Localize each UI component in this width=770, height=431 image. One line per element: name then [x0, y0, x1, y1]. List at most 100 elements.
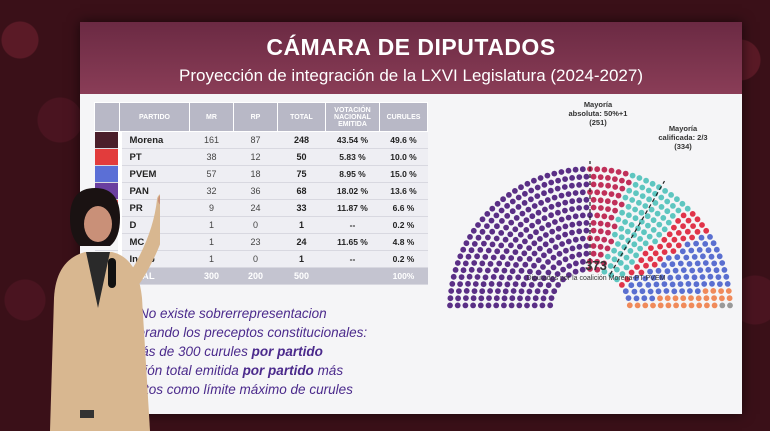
seat-dot-pt [612, 176, 618, 182]
seat-dot-pvem [633, 252, 639, 259]
seat-dot-morena [485, 234, 491, 241]
seat-dot-pt [597, 197, 604, 204]
seat-dot-mc [673, 302, 679, 309]
seat-dot-mc [650, 302, 656, 309]
seat-dot-pvem [632, 215, 639, 222]
seat-dot-morena [509, 295, 516, 302]
seat-dot-pan [723, 273, 730, 280]
seat-dot-pvem [656, 221, 663, 228]
seat-dot-morena [468, 266, 475, 273]
seat-dot-morena [563, 247, 569, 254]
seat-dot-pt [597, 228, 604, 235]
rp-value: 0 [233, 216, 278, 234]
header-rp: RP [233, 102, 278, 132]
seat-dot-pvem [615, 241, 621, 247]
seat-dot-pvem [618, 225, 625, 232]
seat-dot-morena [518, 267, 525, 274]
vote-value: 11.87 % [325, 199, 380, 217]
seat-dot-pr [634, 264, 640, 270]
seat-dot-pt [590, 243, 597, 249]
seat-dot-morena [525, 206, 532, 213]
seat-dot-mc [680, 302, 687, 309]
seat-dot-pr [671, 224, 677, 231]
seat-dot-morena [548, 179, 555, 186]
seat-dot-pan [709, 280, 715, 287]
seat-dot-pvem [608, 272, 614, 278]
seat-dot-morena [501, 267, 508, 274]
seat-dot-morena [499, 218, 505, 224]
seat-dot-morena [515, 204, 522, 210]
seat-dot-pt [601, 236, 608, 243]
seat-dot-morena [541, 190, 547, 197]
seat-dot-morena [513, 215, 520, 221]
seat-dot-pt [590, 173, 597, 180]
seat-dot-morena [502, 236, 509, 243]
seat-dot-morena [529, 213, 536, 220]
seats-value: 0.2 % [379, 216, 428, 234]
header-swatch [94, 102, 120, 132]
note-3b: por partido [251, 344, 323, 359]
seat-dot-morena [512, 236, 519, 243]
seat-dot-pvem [649, 180, 656, 187]
seat-dot-mc [665, 302, 672, 309]
seat-dot-pt [590, 181, 597, 188]
seat-dot-pan [684, 241, 691, 248]
seat-dot-pr [661, 236, 668, 243]
seat-dot-morena [494, 223, 500, 230]
seat-dot-morena [508, 219, 515, 226]
presenter [50, 188, 160, 431]
seat-dot-mc [711, 302, 718, 309]
seat-dot-pan [667, 274, 674, 281]
seat-dot-morena [531, 177, 537, 184]
seat-dot-morena [498, 207, 505, 214]
seat-dot-pvem [644, 213, 651, 220]
seat-dot-pvem [607, 263, 614, 269]
seat-dot-morena [454, 302, 461, 309]
seat-dot-morena [542, 288, 549, 295]
seat-dot-morena [470, 295, 477, 302]
seat-dot-morena [513, 262, 519, 268]
seat-dot-morena [503, 248, 510, 255]
seat-dot-morena [583, 250, 590, 257]
seat-dot-morena [549, 276, 556, 283]
seat-dot-pan [713, 267, 720, 274]
seat-dot-pr [666, 242, 672, 249]
seats-value: 6.6 % [379, 199, 428, 217]
seat-dot-morena [535, 209, 542, 216]
seat-dot-morena [579, 189, 586, 196]
party-name: PAN [119, 182, 190, 200]
seat-dot-pan [685, 281, 692, 287]
seat-dot-morena [556, 260, 563, 266]
seat-dot-pan [664, 268, 671, 275]
seat-dot-pan [694, 288, 701, 295]
seat-dot-morena [569, 221, 576, 228]
seat-dot-morena [555, 177, 561, 184]
seat-dot-pvem [623, 254, 630, 261]
seat-dot-morena [552, 244, 559, 251]
seat-dot-pvem [619, 209, 625, 216]
seat-dot-pan [661, 262, 667, 268]
rp-value: 36 [233, 182, 278, 200]
seat-dot-morena [485, 302, 492, 309]
seat-dot-morena [535, 269, 542, 276]
seat-dot-pan [663, 288, 670, 294]
slide-subtitle: Proyección de integración de la LXVI Leg… [178, 66, 643, 85]
seat-dot-pvem [614, 276, 620, 283]
seat-dot-pt [601, 260, 607, 267]
presentation-screen: CÁMARA DE DIPUTADOS Proyección de integr… [80, 22, 742, 414]
seat-dot-pt [608, 214, 615, 221]
header-mr: MR [189, 102, 234, 132]
seat-dot-morena [583, 243, 590, 249]
seat-dot-morena [583, 173, 590, 180]
seat-dot-pan [700, 253, 706, 260]
seat-dot-morena [583, 220, 590, 226]
seat-dot-pvem [641, 229, 647, 236]
seat-dot-pt [590, 196, 597, 203]
seat-dot-morena [471, 288, 478, 294]
seat-dot-morena [543, 232, 549, 238]
total-seats: 100% [379, 267, 428, 285]
seat-dot-pvem [617, 260, 624, 266]
note-2-text: derando los preceptos constitucionales: [130, 325, 368, 340]
seat-dot-morena [484, 267, 491, 274]
seat-dot-pan [699, 274, 706, 280]
